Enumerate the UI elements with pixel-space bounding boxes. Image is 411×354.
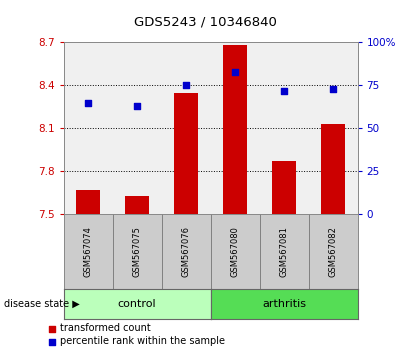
- Text: GSM567076: GSM567076: [182, 226, 191, 277]
- Text: arthritis: arthritis: [262, 298, 306, 309]
- Legend: transformed count, percentile rank within the sample: transformed count, percentile rank withi…: [48, 324, 225, 346]
- Point: [281, 88, 287, 93]
- Text: GSM567082: GSM567082: [328, 226, 337, 277]
- Point: [330, 86, 336, 92]
- Text: GSM567080: GSM567080: [231, 226, 240, 277]
- Point: [134, 103, 141, 109]
- Point: [85, 100, 92, 105]
- Text: GSM567081: GSM567081: [279, 226, 289, 277]
- Bar: [76, 190, 100, 214]
- Bar: [223, 45, 247, 214]
- Text: control: control: [118, 298, 157, 309]
- Text: GDS5243 / 10346840: GDS5243 / 10346840: [134, 16, 277, 29]
- Text: disease state ▶: disease state ▶: [4, 298, 80, 309]
- Point: [183, 82, 189, 88]
- Bar: [125, 195, 150, 214]
- Bar: [174, 92, 199, 214]
- Bar: [272, 161, 296, 214]
- Point: [232, 69, 238, 74]
- Bar: [321, 124, 345, 214]
- Text: GSM567074: GSM567074: [84, 226, 93, 277]
- Text: GSM567075: GSM567075: [133, 226, 142, 277]
